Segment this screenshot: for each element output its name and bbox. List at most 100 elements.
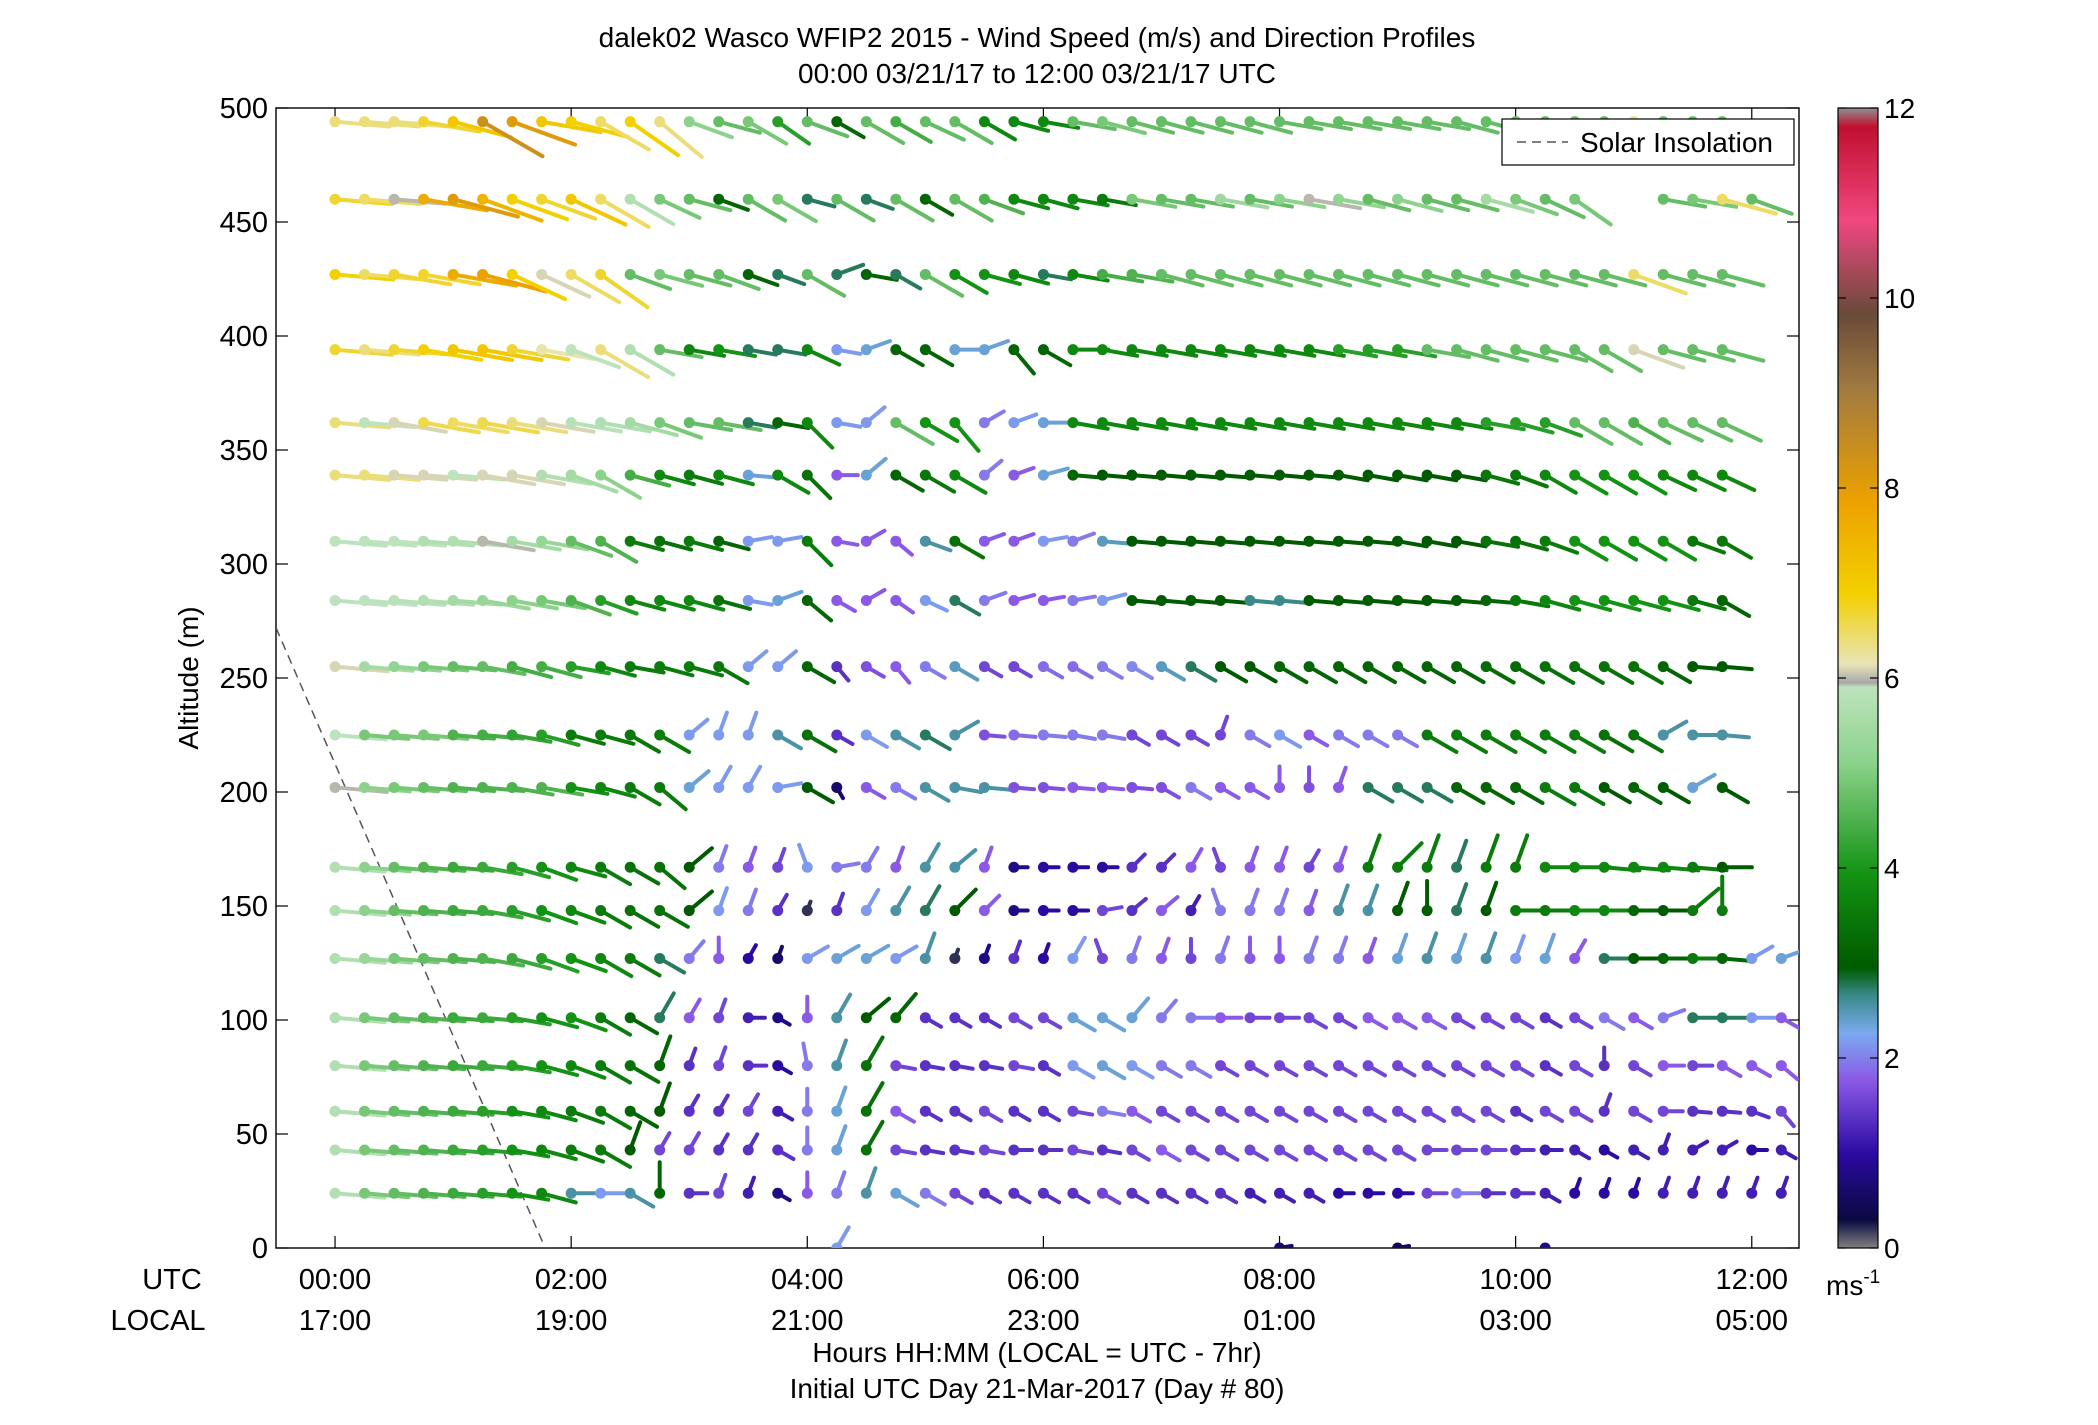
wind-barb-dot (831, 344, 843, 356)
wind-barb-dot (1628, 1187, 1640, 1199)
wind-barb-stem (1513, 473, 1549, 489)
wind-barb-dot (506, 952, 518, 964)
wind-barb-dot (772, 1187, 784, 1199)
wind-barb-dot (1569, 417, 1581, 429)
wind-barb-stem (628, 420, 679, 438)
wind-barb-dot (1657, 1187, 1669, 1199)
wind-barb-dot (506, 1060, 518, 1072)
wind-barb-dot (1155, 661, 1167, 673)
wind-barb-dot (1274, 535, 1286, 547)
wind-barb-dot (1392, 1144, 1404, 1156)
wind-barb-dot (565, 729, 577, 741)
wind-barb-dot (1096, 417, 1108, 429)
wind-barb-dot (801, 1105, 813, 1117)
wind-barb-dot (1303, 905, 1315, 917)
wind-barb-dot (1303, 535, 1315, 547)
wind-barb-dot (1569, 1060, 1581, 1072)
wind-barb-dot (1096, 193, 1108, 205)
wind-barb-dot (742, 1012, 754, 1024)
wind-barb-dot (860, 268, 872, 280)
wind-barb-stem (539, 785, 585, 797)
wind-barb-stem (539, 1063, 580, 1078)
wind-barb-dot (919, 417, 931, 429)
wind-barb-dot (1333, 1060, 1345, 1072)
wind-barb-stem (598, 420, 652, 434)
wind-barb-stem (569, 1147, 606, 1164)
wind-barb-stem (1425, 833, 1441, 870)
wind-barb-dot (1126, 417, 1138, 429)
wind-barb-dot (1421, 1187, 1433, 1199)
wind-barb-dot (1451, 1144, 1463, 1156)
wind-barb-dot (1155, 193, 1167, 205)
wind-barb-dot (1155, 116, 1167, 128)
wind-barb-dot (772, 1012, 784, 1024)
wind-barb-dot (654, 1012, 666, 1024)
wind-barb-dot (388, 905, 400, 917)
wind-barb-dot (1539, 905, 1551, 917)
wind-barb-dot (1716, 952, 1728, 964)
wind-barb-dot (1244, 905, 1256, 917)
wind-barb-dot (1362, 594, 1374, 606)
wind-barb-dot (890, 1012, 902, 1024)
wind-barb-stem (362, 908, 412, 917)
wind-barb-stem (1100, 272, 1145, 284)
wind-barb-dot (359, 535, 371, 547)
x-tick-label-local: 05:00 (1715, 1305, 1788, 1337)
wind-barb-dot (1392, 1012, 1404, 1024)
wind-barb-dot (1096, 1187, 1108, 1199)
wind-barb-dot (1185, 594, 1197, 606)
wind-barb-dot (447, 861, 459, 873)
wind-barb-dot (536, 594, 548, 606)
wind-barb-dot (1333, 861, 1345, 873)
wind-barb-dot (1214, 781, 1226, 793)
wind-barb-dot (1155, 1187, 1167, 1199)
wind-barb-dot (565, 535, 577, 547)
wind-barb-dot (1037, 729, 1049, 741)
wind-barb-stem (1631, 347, 1686, 370)
wind-barb-dot (1480, 952, 1492, 964)
wind-barb-dot (536, 344, 548, 356)
wind-barb-stem (421, 1015, 467, 1024)
wind-barb-stem (1513, 347, 1559, 363)
wind-barb-dot (1274, 1242, 1286, 1248)
wind-barb-dot (1628, 905, 1640, 917)
wind-barb-dot (1303, 729, 1315, 741)
wind-barb-dot (713, 905, 725, 917)
wind-barb-dot (831, 1060, 843, 1072)
wind-barb-dot (329, 661, 341, 673)
wind-barb-dot (713, 193, 725, 205)
wind-barb-stem (539, 272, 592, 299)
wind-barb-dot (654, 1144, 666, 1156)
wind-barb-stem (1690, 539, 1726, 555)
wind-barb-dot (536, 729, 548, 741)
wind-barb-dot (1185, 344, 1197, 356)
wind-barb-dot (1274, 116, 1286, 128)
wind-barb-stem (1661, 420, 1704, 443)
wind-barb-dot (1126, 952, 1138, 964)
wind-barb-stem (510, 865, 552, 880)
wind-barb-dot (860, 1012, 872, 1024)
wind-barb-dot (801, 661, 813, 673)
wind-barb-dot (1303, 1105, 1315, 1117)
wind-barb-stem (657, 272, 705, 288)
wind-barb-stem (1218, 119, 1264, 135)
wind-barb-stem (569, 664, 611, 676)
wind-barb-dot (801, 1144, 813, 1156)
wind-barb-dot (919, 116, 931, 128)
wind-barb-dot (477, 781, 489, 793)
wind-barb-dot (359, 952, 371, 964)
wind-barb-dot (477, 861, 489, 873)
wind-barb-dot (447, 729, 459, 741)
wind-barb-dot (388, 661, 400, 673)
wind-barb-dot (654, 1105, 666, 1117)
wind-barb-stem (510, 956, 553, 971)
wind-barb-dot (1687, 861, 1699, 873)
wind-barb-dot (1392, 905, 1404, 917)
plot-area (275, 107, 1800, 1249)
wind-barb-dot (949, 1187, 961, 1199)
wind-barb-dot (1480, 594, 1492, 606)
wind-barb-stem (1484, 420, 1526, 432)
wind-barb-dot (624, 344, 636, 356)
wind-barb-dot (506, 781, 518, 793)
